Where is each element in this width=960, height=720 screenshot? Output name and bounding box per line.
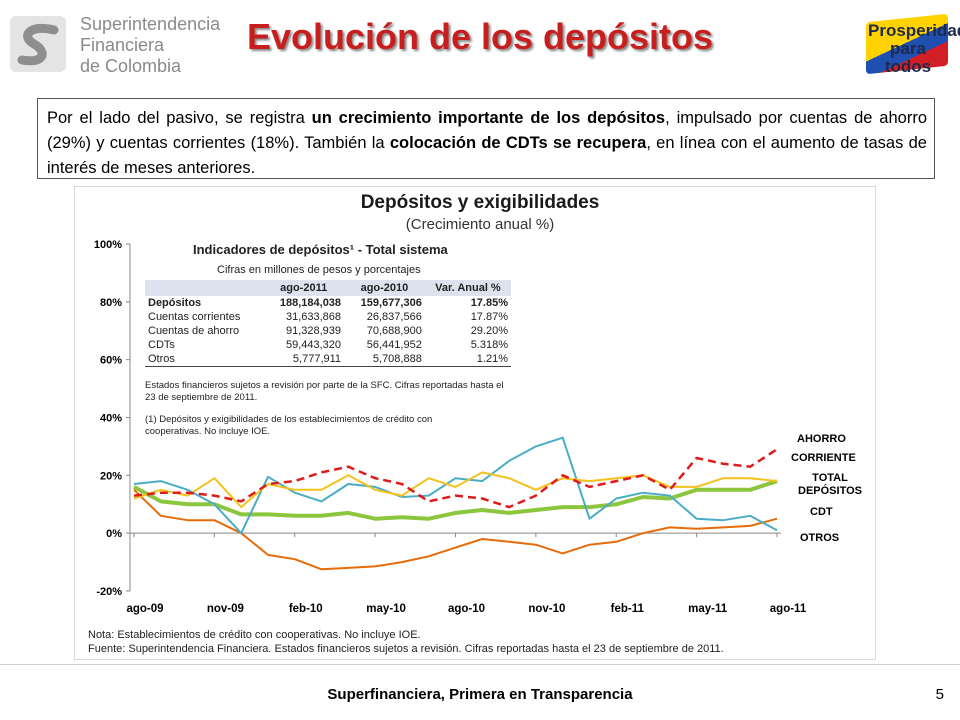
x-tick-label: nov-10 [528, 603, 565, 615]
table-row: CDTs 59,443,320 56,441,952 5.318% [145, 338, 511, 352]
chart-title: Depósitos y exigibilidades [360, 192, 600, 213]
deposits-indicator-table: Indicadores de depósitos¹ - Total sistem… [145, 240, 515, 440]
table-cell: Cuentas corrientes [148, 311, 241, 323]
logo-line-2: Financiera [80, 35, 165, 55]
y-tick-label: 40% [100, 413, 122, 425]
table-cell: 1.21% [476, 353, 508, 365]
x-tick-label: may-11 [688, 603, 728, 615]
table-cell: 17.87% [470, 311, 508, 323]
table-cell: 70,688,900 [366, 325, 422, 337]
x-tick-label: ago-09 [126, 603, 163, 615]
x-tick-label: feb-10 [289, 603, 323, 615]
series-line-corriente [133, 471, 778, 509]
table-cell: 56,441,952 [366, 339, 422, 351]
x-tick-label: ago-11 [770, 603, 807, 615]
table-row: Otros 5,777,911 5,708,888 1.21% [145, 352, 511, 367]
y-tick-label: 0% [106, 528, 122, 540]
table-cell: 31,633,868 [285, 311, 342, 323]
table-cell: 91,328,939 [285, 325, 342, 337]
table-header-cell: Var. Anual % [424, 280, 511, 296]
footer-divider [0, 664, 960, 665]
superfinanciera-logo: Superintendencia Financiera de Colombia [6, 8, 236, 77]
table-cell: 17.85% [470, 297, 508, 309]
x-tick-label: ago-10 [448, 603, 485, 615]
table-title: Indicadores de depósitos¹ - Total sistem… [193, 242, 448, 257]
table-header-cell: ago-2010 [344, 280, 425, 296]
y-tick-label: 80% [100, 297, 122, 309]
page-title: Evolución de los depósitos [246, 16, 714, 57]
series-line-ahorro [133, 448, 778, 509]
table-cell: 5,708,888 [372, 353, 422, 365]
series-label-cdt: CDT [810, 506, 833, 518]
table-header-row: ago-2011 ago-2010 Var. Anual % [145, 280, 511, 296]
table-cell: 159,677,306 [360, 297, 422, 309]
y-tick-label: -20% [96, 586, 122, 598]
chart-source-line: Fuente: Superintendencia Financiera. Est… [88, 643, 724, 655]
table-cell: 5,777,911 [292, 353, 342, 365]
logo-line-3: de Colombia [80, 56, 182, 76]
prosperidad-logo-line-2: para todos [884, 39, 932, 76]
table-cell: 26,837,566 [366, 311, 422, 323]
superfinanciera-emblem-icon [10, 16, 66, 72]
series-line-otros [133, 436, 778, 535]
logo-text: Superintendencia Financiera de Colombia [80, 14, 220, 77]
x-tick-label: may-10 [366, 603, 406, 615]
intro-text-2: , impulsado por cuentas de ahorro (29%) … [47, 109, 927, 152]
intro-text-3: , en línea con el aumento de tasas de in… [47, 134, 927, 177]
intro-text-1: Por el lado del pasivo, se registra [47, 109, 312, 127]
table-header-cell: ago-2011 [263, 280, 345, 296]
table-cell: 29.20% [470, 325, 508, 337]
y-tick-label: 20% [100, 470, 122, 482]
series-line-cdt [133, 489, 778, 571]
indicator-table: ago-2011 ago-2010 Var. Anual % Depósitos… [145, 280, 511, 367]
prosperidad-logo: Prosperidad para todos [866, 13, 960, 76]
table-row: Cuentas de ahorro 91,328,939 70,688,900 … [145, 324, 511, 338]
intro-bold-2: colocación de CDTs se recupera [389, 134, 647, 152]
table-cell: Otros [148, 353, 175, 365]
table-header-cell [145, 280, 264, 296]
prosperidad-logo-line-1: Prosperidad [868, 21, 960, 40]
table-note: Estados financieros sujetos a revisión p… [145, 380, 504, 403]
chart-subtitle: (Crecimiento anual %) [405, 216, 555, 233]
y-tick-label: 60% [100, 355, 122, 367]
y-tick-label: 100% [94, 239, 122, 251]
table-subtitle: Cifras en millones de pesos y porcentaje… [217, 264, 421, 276]
table-row: Cuentas corrientes 31,633,868 26,837,566… [145, 310, 511, 324]
series-label-corriente: CORRIENTE [791, 452, 856, 464]
logo-line-1: Superintendencia [80, 14, 221, 34]
x-tick-label: feb-11 [611, 603, 645, 615]
page-number: 5 [935, 686, 944, 703]
table-cell: Cuentas de ahorro [148, 325, 240, 337]
table-footnote: (1) Depósitos y exigibilidades de los es… [145, 414, 433, 437]
chart-note-line-1: Nota: Establecimientos de crédito con co… [88, 629, 421, 641]
chart-frame [74, 186, 876, 660]
table-cell: Depósitos [148, 297, 202, 309]
footer-text: Superfinanciera, Primera en Transparenci… [327, 686, 633, 703]
series-label-total-depositos: TOTAL DEPÓSITOS [798, 472, 862, 497]
intro-bold-1: un crecimiento importante de los depósit… [311, 109, 666, 127]
table-cell: 5.318% [470, 339, 508, 351]
table-cell: 59,443,320 [285, 339, 342, 351]
chart-note: Nota: Establecimientos de crédito con co… [88, 628, 724, 656]
table-cell: CDTs [148, 339, 175, 351]
intro-text-box: Por el lado del pasivo, se registra un c… [37, 98, 935, 179]
table-row: Depósitos 188,184,038 159,677,306 17.85% [145, 296, 511, 310]
series-label-ahorro: AHORRO [797, 433, 846, 445]
table-cell: 188,184,038 [279, 297, 342, 309]
x-tick-label: nov-09 [207, 603, 244, 615]
series-line-total-dep-sitos [133, 479, 778, 521]
series-label-otros: OTROS [800, 532, 840, 544]
